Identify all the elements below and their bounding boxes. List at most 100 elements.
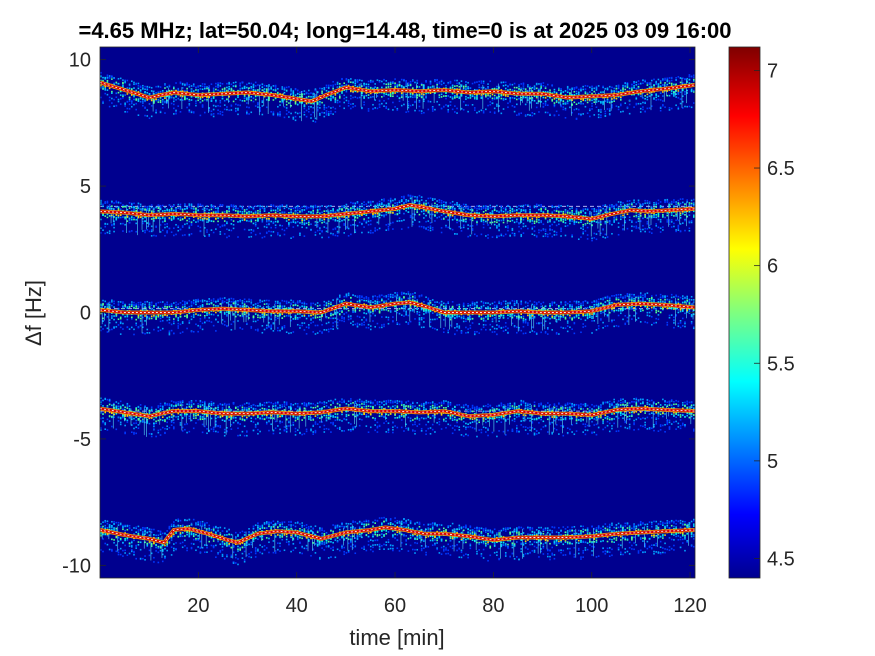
speckle-point bbox=[577, 221, 580, 224]
speckle-point bbox=[487, 237, 489, 239]
speckle-point bbox=[571, 104, 573, 106]
speckle-point bbox=[361, 79, 363, 82]
speckle-point bbox=[400, 84, 403, 87]
speckle-point bbox=[431, 110, 434, 112]
speckle-point bbox=[577, 108, 580, 111]
speckle-point bbox=[133, 202, 135, 205]
speckle-point bbox=[653, 202, 655, 204]
speckle-point bbox=[423, 210, 425, 213]
speckle-point bbox=[524, 90, 527, 93]
speckle-point bbox=[438, 81, 441, 83]
speckle-point bbox=[257, 209, 259, 212]
speckle-point bbox=[465, 83, 467, 86]
speckle-point bbox=[460, 227, 463, 229]
speckle-point bbox=[544, 87, 547, 89]
speckle-point bbox=[520, 96, 523, 99]
speckle-point bbox=[454, 233, 456, 235]
speckle-point bbox=[327, 98, 330, 100]
speckle-point bbox=[633, 199, 635, 202]
speckle-point bbox=[451, 97, 454, 100]
speckle-point bbox=[122, 222, 124, 225]
speckle-point bbox=[277, 88, 279, 90]
speckle-point bbox=[126, 87, 129, 89]
speckle-point bbox=[496, 235, 498, 237]
speckle-point bbox=[423, 100, 425, 103]
speckle-point bbox=[217, 84, 219, 86]
speckle-point bbox=[201, 219, 204, 221]
speckle-point bbox=[365, 86, 368, 89]
speckle-point bbox=[626, 206, 629, 209]
speckle-point bbox=[471, 228, 474, 230]
speckle-point bbox=[350, 78, 352, 80]
speckle-point bbox=[383, 79, 385, 81]
speckle-point bbox=[290, 99, 292, 102]
speckle-point bbox=[611, 105, 613, 107]
speckle-point bbox=[425, 203, 427, 206]
speckle-point bbox=[597, 85, 600, 87]
speckle-point bbox=[254, 225, 257, 227]
speckle-point bbox=[376, 204, 379, 206]
speckle-point bbox=[281, 101, 284, 104]
speckle-point bbox=[573, 94, 576, 96]
speckle-point bbox=[354, 219, 357, 222]
speckle-point bbox=[228, 210, 230, 213]
speckle-point bbox=[511, 219, 514, 222]
speckle-point bbox=[177, 89, 180, 91]
speckle-point bbox=[215, 218, 217, 220]
speckle-point bbox=[117, 98, 120, 101]
speckle-point bbox=[675, 230, 677, 233]
speckle-point bbox=[500, 205, 503, 207]
speckle-point bbox=[106, 306, 109, 308]
speckle-point bbox=[161, 101, 164, 103]
speckle-point bbox=[128, 221, 131, 224]
speckle-point bbox=[566, 218, 569, 220]
speckle-point bbox=[283, 86, 286, 89]
speckle-point bbox=[100, 79, 102, 82]
speckle-point bbox=[308, 220, 310, 222]
speckle-point bbox=[502, 99, 505, 101]
speckle-point bbox=[633, 86, 635, 89]
speckle-point bbox=[633, 82, 635, 85]
speckle-point bbox=[677, 107, 680, 110]
speckle-point bbox=[221, 90, 224, 93]
speckle-point bbox=[128, 103, 131, 106]
speckle-point bbox=[283, 233, 286, 236]
speckle-point bbox=[358, 79, 361, 81]
speckle-point bbox=[662, 95, 664, 97]
speckle-point bbox=[387, 82, 390, 84]
speckle-point bbox=[352, 207, 354, 210]
speckle-point bbox=[265, 205, 268, 208]
speckle-point bbox=[418, 213, 421, 216]
speckle-point bbox=[478, 204, 480, 207]
speckle-point bbox=[476, 94, 478, 97]
speckle-point bbox=[394, 84, 396, 86]
speckle-point bbox=[487, 97, 489, 100]
speckle-point bbox=[100, 74, 102, 77]
speckle-point bbox=[308, 206, 310, 209]
speckle-point bbox=[239, 104, 242, 107]
speckle-point bbox=[580, 211, 582, 213]
speckle-point bbox=[237, 107, 239, 110]
speckle-point bbox=[150, 218, 153, 220]
speckle-point bbox=[620, 89, 622, 92]
speckle-point bbox=[418, 99, 421, 102]
speckle-point bbox=[259, 211, 261, 214]
speckle-point bbox=[644, 227, 646, 230]
speckle-point bbox=[624, 207, 627, 210]
speckle-point bbox=[345, 99, 348, 102]
speckle-point bbox=[239, 89, 242, 92]
speckle-point bbox=[487, 219, 489, 221]
speckle-point bbox=[104, 76, 107, 79]
speckle-point bbox=[507, 95, 509, 97]
speckle-point bbox=[308, 92, 310, 95]
speckle-point bbox=[496, 227, 498, 229]
speckle-point bbox=[108, 105, 111, 108]
speckle-point bbox=[582, 210, 584, 212]
speckle-point bbox=[544, 100, 547, 103]
speckle-point bbox=[642, 203, 644, 205]
speckle-point bbox=[620, 206, 622, 208]
speckle-point bbox=[104, 202, 107, 204]
speckle-point bbox=[485, 205, 487, 207]
speckle-point bbox=[272, 111, 275, 113]
speckle-point bbox=[272, 209, 275, 212]
